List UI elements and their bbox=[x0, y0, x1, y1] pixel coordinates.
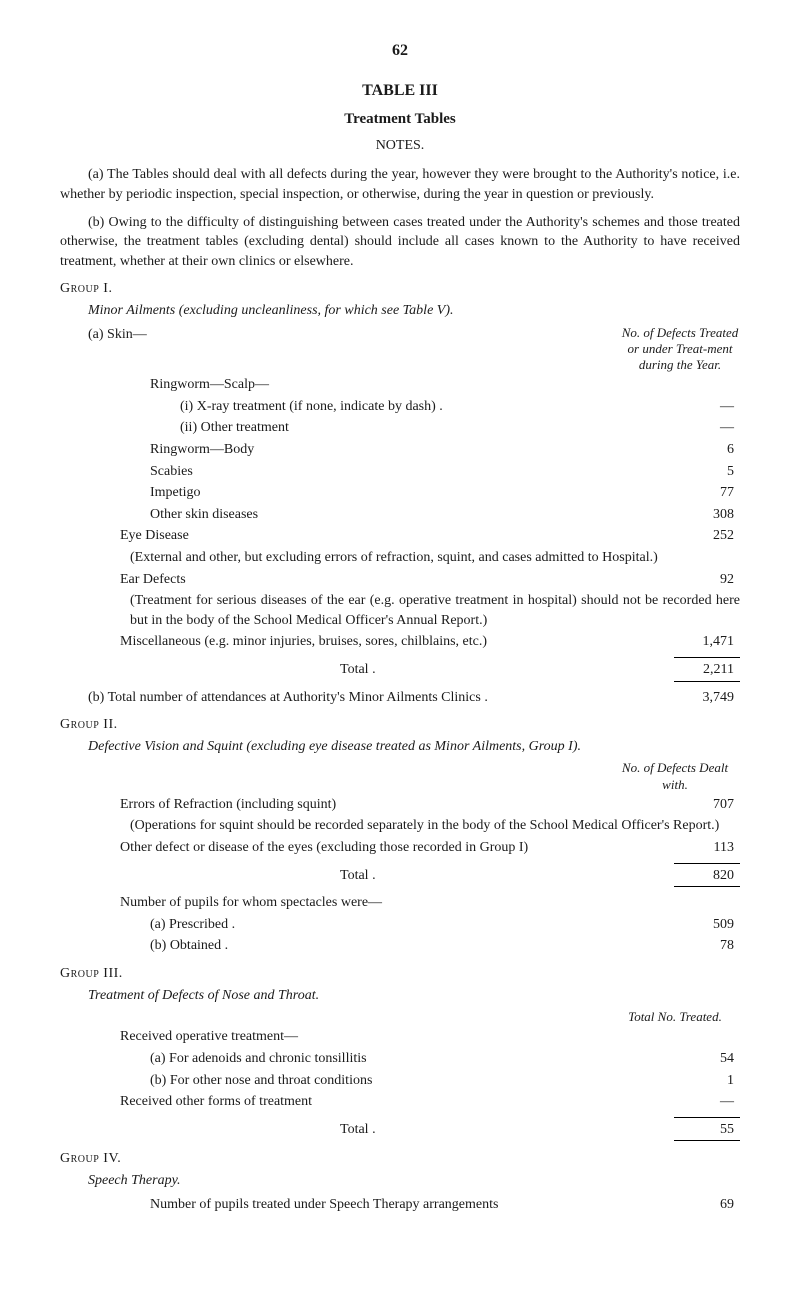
group-ii-total-row: Total . 820 bbox=[60, 860, 740, 888]
obtained-label: (b) Obtained . bbox=[150, 936, 228, 956]
group-ii-title: Defective Vision and Squint (excluding e… bbox=[60, 737, 740, 757]
group-iii-total-value: 55 bbox=[674, 1117, 740, 1142]
group-i-total-row: Total . 2,211 bbox=[60, 654, 740, 682]
row-other-treatment: (ii) Other treatment — bbox=[60, 418, 740, 438]
eye-disease-value: 252 bbox=[674, 526, 740, 546]
group-i-b-value: 3,749 bbox=[674, 688, 740, 708]
speech-therapy-value: 69 bbox=[674, 1195, 740, 1215]
misc-label: Miscellaneous (e.g. minor injuries, brui… bbox=[120, 632, 487, 652]
other-nose-value: 1 bbox=[674, 1071, 740, 1091]
other-nose-label: (b) For other nose and throat conditions bbox=[150, 1071, 372, 1091]
notes-heading: NOTES. bbox=[60, 136, 740, 156]
xray-label: (i) X-ray treatment (if none, indicate b… bbox=[180, 397, 443, 417]
specs-label: Number of pupils for whom spectacles wer… bbox=[60, 893, 740, 913]
other-forms-value: — bbox=[674, 1092, 740, 1112]
ringworm-scalp-label: Ringworm—Scalp— bbox=[60, 375, 740, 395]
table-title: TABLE III bbox=[60, 80, 740, 102]
row-ear-defects: Ear Defects 92 bbox=[60, 570, 740, 590]
scabies-label: Scabies bbox=[150, 462, 193, 482]
prescribed-label: (a) Prescribed . bbox=[150, 915, 235, 935]
speech-therapy-label: Number of pupils treated under Speech Th… bbox=[150, 1195, 498, 1215]
group-ii-head: Group II. bbox=[60, 715, 740, 735]
received-op-label: Received operative treatment— bbox=[60, 1027, 740, 1047]
row-errors-refraction: Errors of Refraction (including squint) … bbox=[60, 795, 740, 815]
ear-defects-value: 92 bbox=[674, 570, 740, 590]
ear-note: (Treatment for serious diseases of the e… bbox=[60, 591, 740, 630]
row-xray: (i) X-ray treatment (if none, indicate b… bbox=[60, 397, 740, 417]
group-iii-total-label: Total . bbox=[340, 1120, 376, 1140]
table-subtitle: Treatment Tables bbox=[60, 109, 740, 130]
adenoids-value: 54 bbox=[674, 1049, 740, 1069]
group-iv-title: Speech Therapy. bbox=[60, 1171, 740, 1191]
group-ii-col-header: No. of Defects Dealt with. bbox=[610, 760, 740, 793]
impetigo-label: Impetigo bbox=[150, 483, 201, 503]
group-i-b-row: (b) Total number of attendances at Autho… bbox=[60, 688, 740, 708]
row-scabies: Scabies 5 bbox=[60, 462, 740, 482]
xray-value: — bbox=[674, 397, 740, 417]
group-i-head: Group I. bbox=[60, 279, 740, 299]
group-i-total-label: Total . bbox=[340, 660, 376, 680]
row-other-nose: (b) For other nose and throat conditions… bbox=[60, 1071, 740, 1091]
ringworm-body-label: Ringworm—Body bbox=[150, 440, 254, 460]
row-prescribed: (a) Prescribed . 509 bbox=[60, 915, 740, 935]
group-iii-total-row: Total . 55 bbox=[60, 1114, 740, 1142]
other-forms-label: Received other forms of treatment bbox=[120, 1092, 312, 1112]
group-i-title: Minor Ailments (excluding uncleanliness,… bbox=[60, 301, 740, 321]
prescribed-value: 509 bbox=[674, 915, 740, 935]
row-misc: Miscellaneous (e.g. minor injuries, brui… bbox=[60, 632, 740, 652]
group-iii-col-header: Total No. Treated. bbox=[610, 1009, 740, 1025]
group-iv-head: Group IV. bbox=[60, 1149, 740, 1169]
note-b: (b) Owing to the difficulty of distingui… bbox=[60, 213, 740, 272]
group-ii-total-label: Total . bbox=[340, 866, 376, 886]
adenoids-label: (a) For adenoids and chronic tonsillitis bbox=[150, 1049, 367, 1069]
eye-note: (External and other, but excluding error… bbox=[60, 548, 740, 568]
errors-refraction-label: Errors of Refraction (including squint) bbox=[120, 795, 336, 815]
errors-note: (Operations for squint should be recorde… bbox=[60, 816, 740, 836]
group-iii-head: Group III. bbox=[60, 964, 740, 984]
other-label: (ii) Other treatment bbox=[180, 418, 289, 438]
page-number: 62 bbox=[60, 40, 740, 62]
group-iii-title: Treatment of Defects of Nose and Throat. bbox=[60, 986, 740, 1006]
group-i-b-label: (b) Total number of attendances at Autho… bbox=[88, 688, 488, 708]
impetigo-value: 77 bbox=[674, 483, 740, 503]
scabies-value: 5 bbox=[674, 462, 740, 482]
row-speech-therapy: Number of pupils treated under Speech Th… bbox=[60, 1195, 740, 1215]
other-skin-value: 308 bbox=[674, 505, 740, 525]
other-defect-label: Other defect or disease of the eyes (exc… bbox=[120, 838, 528, 858]
row-impetigo: Impetigo 77 bbox=[60, 483, 740, 503]
errors-refraction-value: 707 bbox=[674, 795, 740, 815]
other-skin-label: Other skin diseases bbox=[150, 505, 258, 525]
group-ii-total-value: 820 bbox=[674, 863, 740, 888]
ear-defects-label: Ear Defects bbox=[120, 570, 186, 590]
eye-disease-label: Eye Disease bbox=[120, 526, 189, 546]
row-adenoids: (a) For adenoids and chronic tonsillitis… bbox=[60, 1049, 740, 1069]
row-other-defect: Other defect or disease of the eyes (exc… bbox=[60, 838, 740, 858]
ringworm-body-value: 6 bbox=[674, 440, 740, 460]
row-eye-disease: Eye Disease 252 bbox=[60, 526, 740, 546]
obtained-value: 78 bbox=[674, 936, 740, 956]
row-other-forms: Received other forms of treatment — bbox=[60, 1092, 740, 1112]
other-defect-value: 113 bbox=[674, 838, 740, 858]
misc-value: 1,471 bbox=[674, 632, 740, 652]
row-other-skin: Other skin diseases 308 bbox=[60, 505, 740, 525]
note-a: (a) The Tables should deal with all defe… bbox=[60, 165, 740, 204]
group-i-total-value: 2,211 bbox=[674, 657, 740, 682]
other-value: — bbox=[674, 418, 740, 438]
row-obtained: (b) Obtained . 78 bbox=[60, 936, 740, 956]
group-i-col-header: No. of Defects Treated or under Treat-me… bbox=[620, 325, 740, 374]
row-ringworm-body: Ringworm—Body 6 bbox=[60, 440, 740, 460]
